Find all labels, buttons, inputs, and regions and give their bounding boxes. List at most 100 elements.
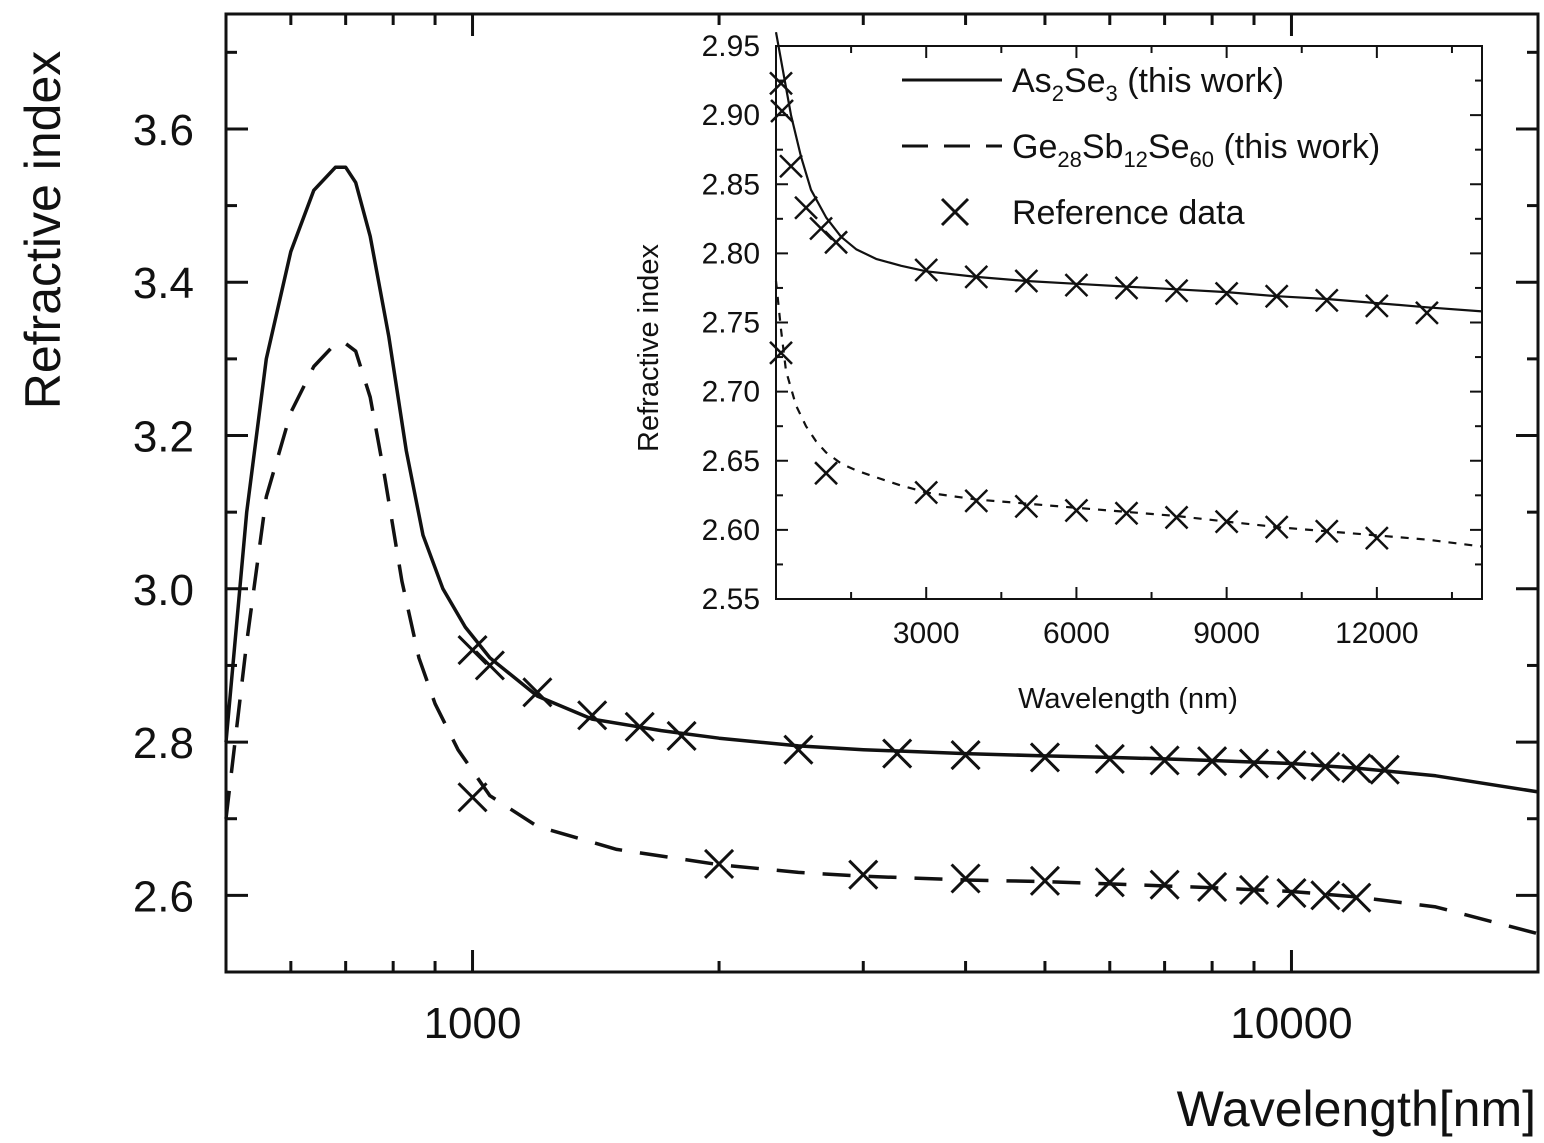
inset-marker-stroke xyxy=(770,99,794,123)
main-reference-marker xyxy=(577,700,608,731)
main-marker-stroke xyxy=(666,720,697,752)
legend-text-part: As xyxy=(1012,62,1052,100)
inset-marker-stroke xyxy=(824,230,848,255)
main-reference-marker xyxy=(1197,746,1228,777)
main-y-tick-label: 3.4 xyxy=(133,259,194,308)
main-marker-stroke xyxy=(882,738,913,769)
main-y-tick-label: 3.2 xyxy=(133,413,194,462)
main-reference-marker xyxy=(848,859,879,890)
main-marker-stroke xyxy=(1341,882,1372,913)
main-marker-stroke xyxy=(783,734,814,765)
inset-reference-marker xyxy=(1214,281,1239,306)
main-marker-stroke xyxy=(848,859,879,890)
main-series xyxy=(224,165,1539,936)
inset-reference-marker xyxy=(1064,498,1089,523)
main-reference-marker xyxy=(1094,743,1125,775)
inset-y-axis-label: Refractive index xyxy=(633,244,665,452)
main-marker-stroke xyxy=(1197,746,1228,777)
main-marker-stroke xyxy=(1369,754,1400,785)
inset-reference-marker xyxy=(1264,515,1289,539)
main-y-tick-label: 3.6 xyxy=(133,106,194,155)
inset-reference-marker xyxy=(769,341,793,365)
inset-marker-stroke xyxy=(1014,269,1039,293)
main-marker-stroke xyxy=(1029,865,1061,896)
main-marker-stroke xyxy=(950,863,981,894)
main-reference-marker xyxy=(1197,871,1228,902)
main-chart: 1000 10000 2.6 2.8 3.0 3.2 3.4 3.6 Wavelength[… xyxy=(15,12,1540,1137)
main-reference-marker xyxy=(474,650,505,681)
inset-y-tick-label: 2.95 xyxy=(702,30,760,63)
main-reference-marker xyxy=(950,863,981,894)
main-reference-marker xyxy=(783,734,814,765)
inset-x-axis-label: Wavelength (nm) xyxy=(1018,683,1238,715)
main-marker-stroke xyxy=(1149,745,1180,776)
inset-marker-stroke xyxy=(914,480,939,505)
legend-marker-sample xyxy=(940,197,970,227)
main-y-axis-label: Refractive index xyxy=(15,51,71,410)
legend-subscript: 2 xyxy=(1052,81,1064,106)
main-reference-marker xyxy=(1341,882,1372,913)
main-reference-marker xyxy=(950,740,981,771)
main-marker-stroke xyxy=(457,635,488,666)
main-marker-stroke xyxy=(1149,869,1180,900)
legend-text-part: Se xyxy=(1148,128,1190,166)
inset-reference-marker xyxy=(794,195,818,220)
main-reference-marker xyxy=(1276,878,1307,909)
inset-reference-marker xyxy=(1264,284,1289,309)
main-marker-stroke xyxy=(457,782,488,813)
inset-reference-marker xyxy=(1314,519,1339,544)
inset-reference-marker xyxy=(914,480,939,505)
inset-reference-marker xyxy=(1064,273,1089,298)
legend-label: As2Se3 (this work) xyxy=(1012,62,1284,106)
inset-reference-marker xyxy=(1214,509,1239,534)
legend-label: Reference data xyxy=(1012,194,1245,232)
main-marker-stroke xyxy=(1276,878,1307,909)
main-reference-marker xyxy=(1276,750,1307,781)
main-x-tick-label: 10000 xyxy=(1230,999,1352,1048)
main-reference-marker xyxy=(666,720,697,752)
inset-reference-marker xyxy=(1114,501,1139,526)
main-as2se3-curve xyxy=(224,165,1539,794)
inset-reference-marker xyxy=(1364,294,1389,318)
legend-subscript: 28 xyxy=(1057,147,1081,172)
main-marker-stroke xyxy=(624,711,655,742)
inset-x-tick-label: 3000 xyxy=(893,617,960,650)
legend-subscript: 60 xyxy=(1190,147,1214,172)
legend-text-part: (this work) xyxy=(1214,128,1380,166)
main-marker-stroke xyxy=(1341,753,1372,784)
inset-marker-stroke xyxy=(1164,278,1189,303)
main-x-axis-label: Wavelength[nm] xyxy=(1177,1081,1536,1137)
inset-reference-marker xyxy=(914,258,939,282)
inset-marker-stroke xyxy=(1014,494,1039,519)
main-marker-stroke xyxy=(1094,743,1125,775)
inset-marker-stroke xyxy=(1415,300,1439,325)
main-marker-stroke xyxy=(1310,880,1341,911)
main-y-ticks: 2.6 2.8 3.0 3.2 3.4 3.6 xyxy=(133,50,1538,974)
inset-marker-stroke xyxy=(1364,526,1389,551)
inset-y-tick-label: 2.80 xyxy=(702,237,760,270)
main-reference-marker xyxy=(1149,869,1180,900)
legend-text-part: Sb xyxy=(1082,128,1124,166)
main-reference-marker xyxy=(457,782,488,813)
legend-text-part: Ge xyxy=(1012,128,1057,166)
main-marker-stroke xyxy=(577,700,608,731)
inset-reference-marker xyxy=(1364,526,1389,551)
inset-marker-stroke xyxy=(1114,276,1139,300)
main-plot-frame xyxy=(224,12,1540,974)
main-marker-stroke xyxy=(1197,871,1228,902)
main-reference-marker xyxy=(1238,874,1270,906)
main-ge28sb12se60-curve xyxy=(224,341,1539,936)
main-reference-marker xyxy=(1149,745,1180,776)
main-marker-stroke xyxy=(1238,748,1270,779)
inset-marker-stroke xyxy=(1264,515,1289,539)
inset-reference-marker xyxy=(814,461,838,486)
inset-marker-stroke xyxy=(1264,284,1289,309)
main-reference-marker xyxy=(522,677,553,708)
inset-marker-stroke xyxy=(1064,273,1089,298)
inset-legend: As2Se3 (this work)Ge28Sb12Se60 (this wor… xyxy=(902,62,1380,232)
inset-series xyxy=(769,32,1483,551)
inset-reference-marker xyxy=(1164,278,1189,303)
inset-marker-stroke xyxy=(779,154,803,179)
inset-reference-marker xyxy=(1314,288,1339,313)
inset-marker-stroke xyxy=(1314,288,1339,313)
